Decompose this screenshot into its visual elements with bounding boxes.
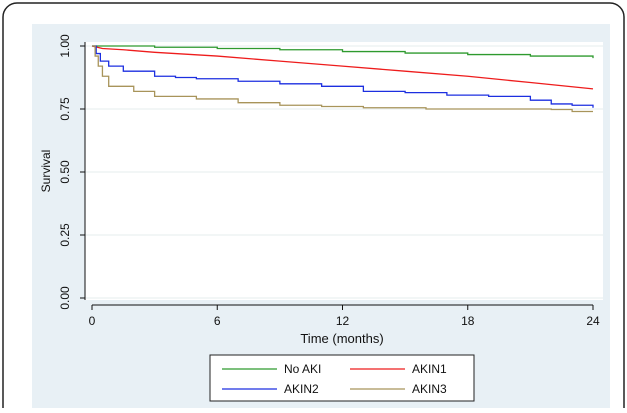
y-tick-label: 0.75	[58, 97, 72, 121]
y-axis-label: Survival	[39, 150, 53, 193]
series-layer	[91, 45, 594, 113]
x-tick-label: 0	[89, 314, 96, 328]
series-line-akin1	[91, 45, 594, 90]
y-tick-label: 1.00	[58, 34, 72, 58]
y-tick-label: 0.00	[58, 286, 72, 310]
legend: No AKI AKIN1 AKIN2 AKIN3	[209, 354, 475, 402]
y-tick-label: 0.25	[58, 223, 72, 247]
x-tick-label: 24	[586, 314, 600, 328]
plot-area	[85, 42, 603, 300]
series-line-akin2	[92, 45, 594, 108]
x-tick-label: 12	[336, 314, 350, 328]
x-tick-label: 18	[461, 314, 475, 328]
series-line-akin3	[92, 45, 593, 113]
series-line-no-aki	[92, 45, 594, 59]
grid-lines	[85, 45, 603, 299]
legend-label-no-aki: No AKI	[284, 362, 321, 376]
legend-label-akin1: AKIN1	[412, 362, 447, 376]
x-tick-label: 6	[214, 314, 221, 328]
axes: 0.00 0.25 0.50 0.75 1.00 0 6 12 18 24	[58, 34, 600, 328]
y-tick-label: 0.50	[58, 160, 72, 184]
legend-box	[209, 354, 475, 402]
legend-label-akin3: AKIN3	[412, 382, 447, 396]
legend-label-akin2: AKIN2	[284, 382, 319, 396]
x-axis-label: Time (months)	[300, 331, 383, 346]
